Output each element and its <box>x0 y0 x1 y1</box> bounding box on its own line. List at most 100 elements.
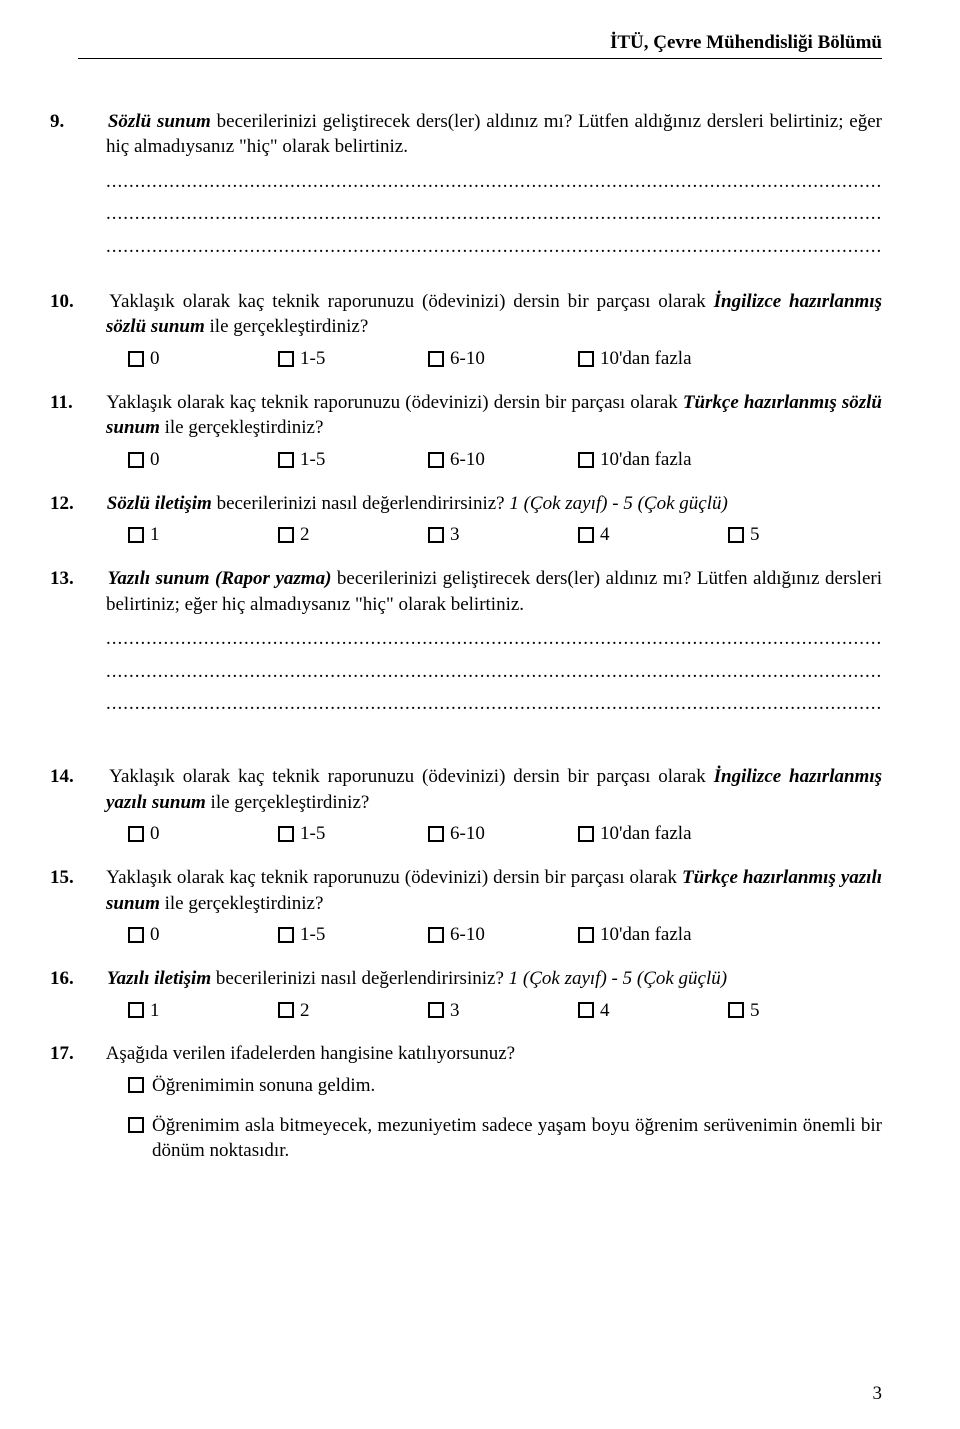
dotted-line[interactable]: ........................................… <box>78 231 882 263</box>
q14-opt-6-10[interactable]: 6-10 <box>428 821 578 847</box>
opt-label: 1-5 <box>300 447 325 473</box>
q12-options: 1 2 3 4 5 <box>78 522 882 548</box>
checkbox-icon <box>278 452 294 468</box>
q16-opt-4[interactable]: 4 <box>578 998 728 1024</box>
dotted-line[interactable]: ........................................… <box>78 198 882 230</box>
question-12-text: 12. Sözlü iletişim becerilerinizi nasıl … <box>78 491 882 517</box>
opt-label: 1-5 <box>300 346 325 372</box>
opt-label: 2 <box>300 522 310 548</box>
question-14: 14. Yaklaşık olarak kaç teknik raporunuz… <box>78 764 882 847</box>
opt-label: 10'dan fazla <box>600 346 692 372</box>
q12-opt-2[interactable]: 2 <box>278 522 428 548</box>
q17-num: 17. <box>78 1041 102 1067</box>
dotted-line[interactable]: ........................................… <box>78 166 882 198</box>
opt-label: 10'dan fazla <box>600 922 692 948</box>
opt-label: 6-10 <box>450 821 485 847</box>
q14-opt-0[interactable]: 0 <box>128 821 278 847</box>
q10-opt-10plus[interactable]: 10'dan fazla <box>578 346 728 372</box>
q16-opt-3[interactable]: 3 <box>428 998 578 1024</box>
checkbox-icon <box>578 927 594 943</box>
q17-option-1[interactable]: Öğrenimimin sonuna geldim. <box>78 1073 882 1099</box>
header-rule <box>78 58 882 59</box>
checkbox-icon <box>728 1002 744 1018</box>
q12-rest: becerilerinizi nasıl değerlendirirsiniz? <box>212 493 510 514</box>
question-15: 15. Yaklaşık olarak kaç teknik raporunuz… <box>78 865 882 948</box>
q10-p2: ile gerçekleştirdiniz? <box>205 316 369 337</box>
question-11-text: 11. Yaklaşık olarak kaç teknik raporunuz… <box>78 390 882 441</box>
q17-option-2-label: Öğrenimim asla bitmeyecek, mezuniyetim s… <box>152 1113 882 1164</box>
opt-label: 3 <box>450 998 460 1024</box>
dotted-line[interactable]: ........................................… <box>78 656 882 688</box>
q11-opt-0[interactable]: 0 <box>128 447 278 473</box>
q12-opt-3[interactable]: 3 <box>428 522 578 548</box>
checkbox-icon <box>428 826 444 842</box>
q14-p1: Yaklaşık olarak kaç teknik raporunuzu (ö… <box>102 766 714 787</box>
question-13-text: 13. Yazılı sunum (Rapor yazma) beceriler… <box>78 566 882 617</box>
checkbox-icon <box>128 1002 144 1018</box>
q12-opt-4[interactable]: 4 <box>578 522 728 548</box>
question-9-text: 9. Sözlü sunum becerilerinizi geliştirec… <box>78 109 882 160</box>
question-10-text: 10. Yaklaşık olarak kaç teknik raporunuz… <box>78 289 882 340</box>
q17-body: Aşağıda verilen ifadelerden hangisine ka… <box>102 1043 515 1064</box>
dotted-line[interactable]: ........................................… <box>78 623 882 655</box>
q10-opt-1-5[interactable]: 1-5 <box>278 346 428 372</box>
q10-options: 0 1-5 6-10 10'dan fazla <box>78 346 882 372</box>
checkbox-icon <box>128 351 144 367</box>
q10-num: 10. <box>78 289 102 315</box>
opt-label: 0 <box>150 922 160 948</box>
q17-option-2[interactable]: Öğrenimim asla bitmeyecek, mezuniyetim s… <box>78 1113 882 1164</box>
q12-lead: Sözlü iletişim <box>107 493 212 514</box>
q12-opt-1[interactable]: 1 <box>128 522 278 548</box>
q11-opt-6-10[interactable]: 6-10 <box>428 447 578 473</box>
q14-opt-1-5[interactable]: 1-5 <box>278 821 428 847</box>
q9-lead: Sözlü sunum <box>108 111 211 132</box>
checkbox-icon <box>428 452 444 468</box>
q15-p1: Yaklaşık olarak kaç teknik raporunuzu (ö… <box>102 867 682 888</box>
q16-opt-5[interactable]: 5 <box>728 998 878 1024</box>
question-16-text: 16. Yazılı iletişim becerilerinizi nasıl… <box>78 966 882 992</box>
q11-opt-10plus[interactable]: 10'dan fazla <box>578 447 728 473</box>
checkbox-icon <box>428 527 444 543</box>
checkbox-icon <box>428 927 444 943</box>
opt-label: 1 <box>150 522 160 548</box>
q14-opt-10plus[interactable]: 10'dan fazla <box>578 821 728 847</box>
opt-label: 0 <box>150 346 160 372</box>
q16-rest: becerilerinizi nasıl değerlendirirsiniz? <box>211 968 509 989</box>
q16-lead: Yazılı iletişim <box>107 968 211 989</box>
q13-answer-lines: ........................................… <box>78 623 882 720</box>
q14-p2: ile gerçekleştirdiniz? <box>206 792 370 813</box>
q12-opt-5[interactable]: 5 <box>728 522 878 548</box>
opt-label: 5 <box>750 522 760 548</box>
q16-opt-1[interactable]: 1 <box>128 998 278 1024</box>
question-15-text: 15. Yaklaşık olarak kaç teknik raporunuz… <box>78 865 882 916</box>
checkbox-icon <box>128 927 144 943</box>
question-11: 11. Yaklaşık olarak kaç teknik raporunuz… <box>78 390 882 473</box>
q10-p1: Yaklaşık olarak kaç teknik raporunuzu (ö… <box>102 291 714 312</box>
dotted-line[interactable]: ........................................… <box>78 688 882 720</box>
q15-opt-6-10[interactable]: 6-10 <box>428 922 578 948</box>
question-17-text: 17. Aşağıda verilen ifadelerden hangisin… <box>78 1041 882 1067</box>
checkbox-icon <box>578 1002 594 1018</box>
q10-opt-0[interactable]: 0 <box>128 346 278 372</box>
q9-answer-lines: ........................................… <box>78 166 882 263</box>
question-10: 10. Yaklaşık olarak kaç teknik raporunuz… <box>78 289 882 372</box>
checkbox-icon <box>578 826 594 842</box>
q14-options: 0 1-5 6-10 10'dan fazla <box>78 821 882 847</box>
q14-num: 14. <box>78 764 102 790</box>
checkbox-icon <box>128 527 144 543</box>
opt-label: 10'dan fazla <box>600 447 692 473</box>
checkbox-icon <box>128 826 144 842</box>
page-number: 3 <box>873 1381 883 1407</box>
q15-opt-0[interactable]: 0 <box>128 922 278 948</box>
q11-p1: Yaklaşık olarak kaç teknik raporunuzu (ö… <box>102 392 683 413</box>
q11-options: 0 1-5 6-10 10'dan fazla <box>78 447 882 473</box>
checkbox-icon <box>578 351 594 367</box>
q15-opt-1-5[interactable]: 1-5 <box>278 922 428 948</box>
q16-opt-2[interactable]: 2 <box>278 998 428 1024</box>
checkbox-icon <box>578 527 594 543</box>
q11-opt-1-5[interactable]: 1-5 <box>278 447 428 473</box>
q10-opt-6-10[interactable]: 6-10 <box>428 346 578 372</box>
q15-opt-10plus[interactable]: 10'dan fazla <box>578 922 728 948</box>
opt-label: 4 <box>600 522 610 548</box>
checkbox-icon <box>278 527 294 543</box>
